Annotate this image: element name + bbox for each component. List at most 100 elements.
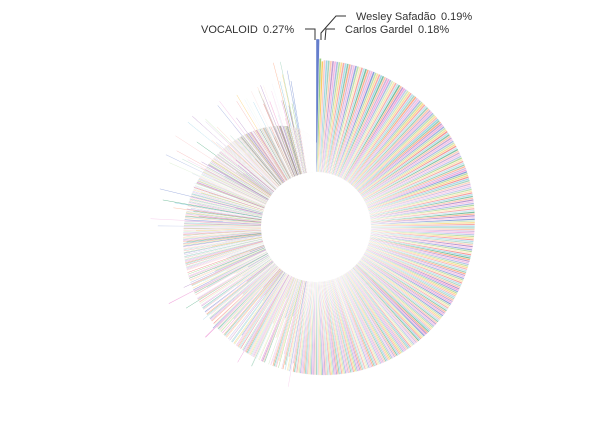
pie-slice [246,260,273,282]
pie-slice [237,274,289,363]
pie-slice [189,199,263,216]
pie-slice [198,256,271,303]
pie-slice [199,256,271,304]
pie-slice [210,261,274,315]
pie-slice [191,193,263,214]
pie-slice [288,280,306,371]
pie-slice [188,247,265,278]
pie-slice [184,240,263,262]
pie-slice [242,173,272,195]
pie-slice [204,265,278,338]
pie-slice [223,268,281,335]
pie-slice [159,188,263,215]
pie-slice [255,129,288,181]
pie-slice [269,126,294,178]
pie-slice [241,136,282,185]
pie-slice [225,269,282,337]
pie-slice [193,182,265,209]
pie-slice [182,232,262,241]
pie-slice [197,179,266,207]
leader-line-carlos-gardel [324,28,335,41]
pie-slice [250,256,270,269]
pie-slice [186,210,262,221]
pie-slice [189,247,266,281]
pie-slice [223,148,275,192]
pie-slice [276,125,297,176]
pie-slice [185,241,263,263]
pie-slice [263,127,291,179]
pie-slice [210,251,268,281]
pie-slice [206,253,269,288]
pie-slice [216,154,272,195]
pie-slice [150,218,262,225]
pie-slice [183,229,262,234]
pie-slice [185,212,262,222]
slice-label-vocaloid-name: VOCALOID [201,24,258,36]
pie-slice [209,224,262,227]
pie-slice [184,218,262,224]
pie-slice [286,277,296,299]
pie-slice [202,258,272,309]
pie-slice [190,196,263,215]
pie-slice [210,263,276,321]
pie-slice [259,277,295,361]
pie-slice [185,216,262,223]
pie-slice [196,182,265,208]
pie-slice [280,125,299,176]
pie-slice [213,179,267,205]
pie-slice [286,126,302,175]
pie-slice [298,128,307,174]
pie-slice [201,161,269,200]
pie-slice [235,207,263,215]
leader-line-vocaloid [305,28,316,40]
pie-slice [213,247,266,270]
pie-slice [198,178,266,207]
pie-slice [237,272,287,348]
pie-slice [250,276,294,367]
pie-slice [236,101,287,181]
pie-slice [183,236,262,252]
pie-slice [287,70,307,173]
pie-slice [198,215,262,223]
pie-slice [272,277,294,324]
pie-slice [184,220,262,225]
pie-slice [183,231,262,239]
pie-slice [265,127,292,178]
pie-slice [199,221,262,226]
pie-slice [219,267,279,331]
pie-slice [264,127,292,179]
pie-slice [173,207,262,220]
pie-slice-labeled [315,38,320,173]
pie-slice [268,278,299,365]
label-wesley-safadao: Wesley Safadão 0.19% [320,11,472,40]
pie-slice [183,237,263,254]
pie-slice [240,136,282,185]
pie-slice [253,130,287,182]
pie-slice [217,266,278,329]
pie-slice [288,126,303,174]
pie-slice [248,132,285,183]
pie-slice [185,241,264,264]
pie-slice [236,272,286,347]
pie-slice [213,158,271,197]
pie-slice [265,126,292,179]
pie-slice [263,127,291,179]
pie-slice [263,127,291,179]
pie-slice [270,126,294,178]
pie-slice [189,248,266,282]
pie-slice [288,280,306,357]
pie-slice [236,259,272,287]
pie-slices [150,38,476,387]
pie-slice [237,137,281,186]
pie-slice [244,134,283,184]
pie-slice [258,277,295,360]
pie-slice [251,276,292,356]
pie-slice [185,213,262,222]
pie-slice [185,215,262,223]
pie-slice [241,264,277,297]
pie-slice [249,246,265,253]
leader-line-wesley-safadao [320,15,346,40]
pie-slice [183,234,262,248]
pie-slice [197,180,265,208]
